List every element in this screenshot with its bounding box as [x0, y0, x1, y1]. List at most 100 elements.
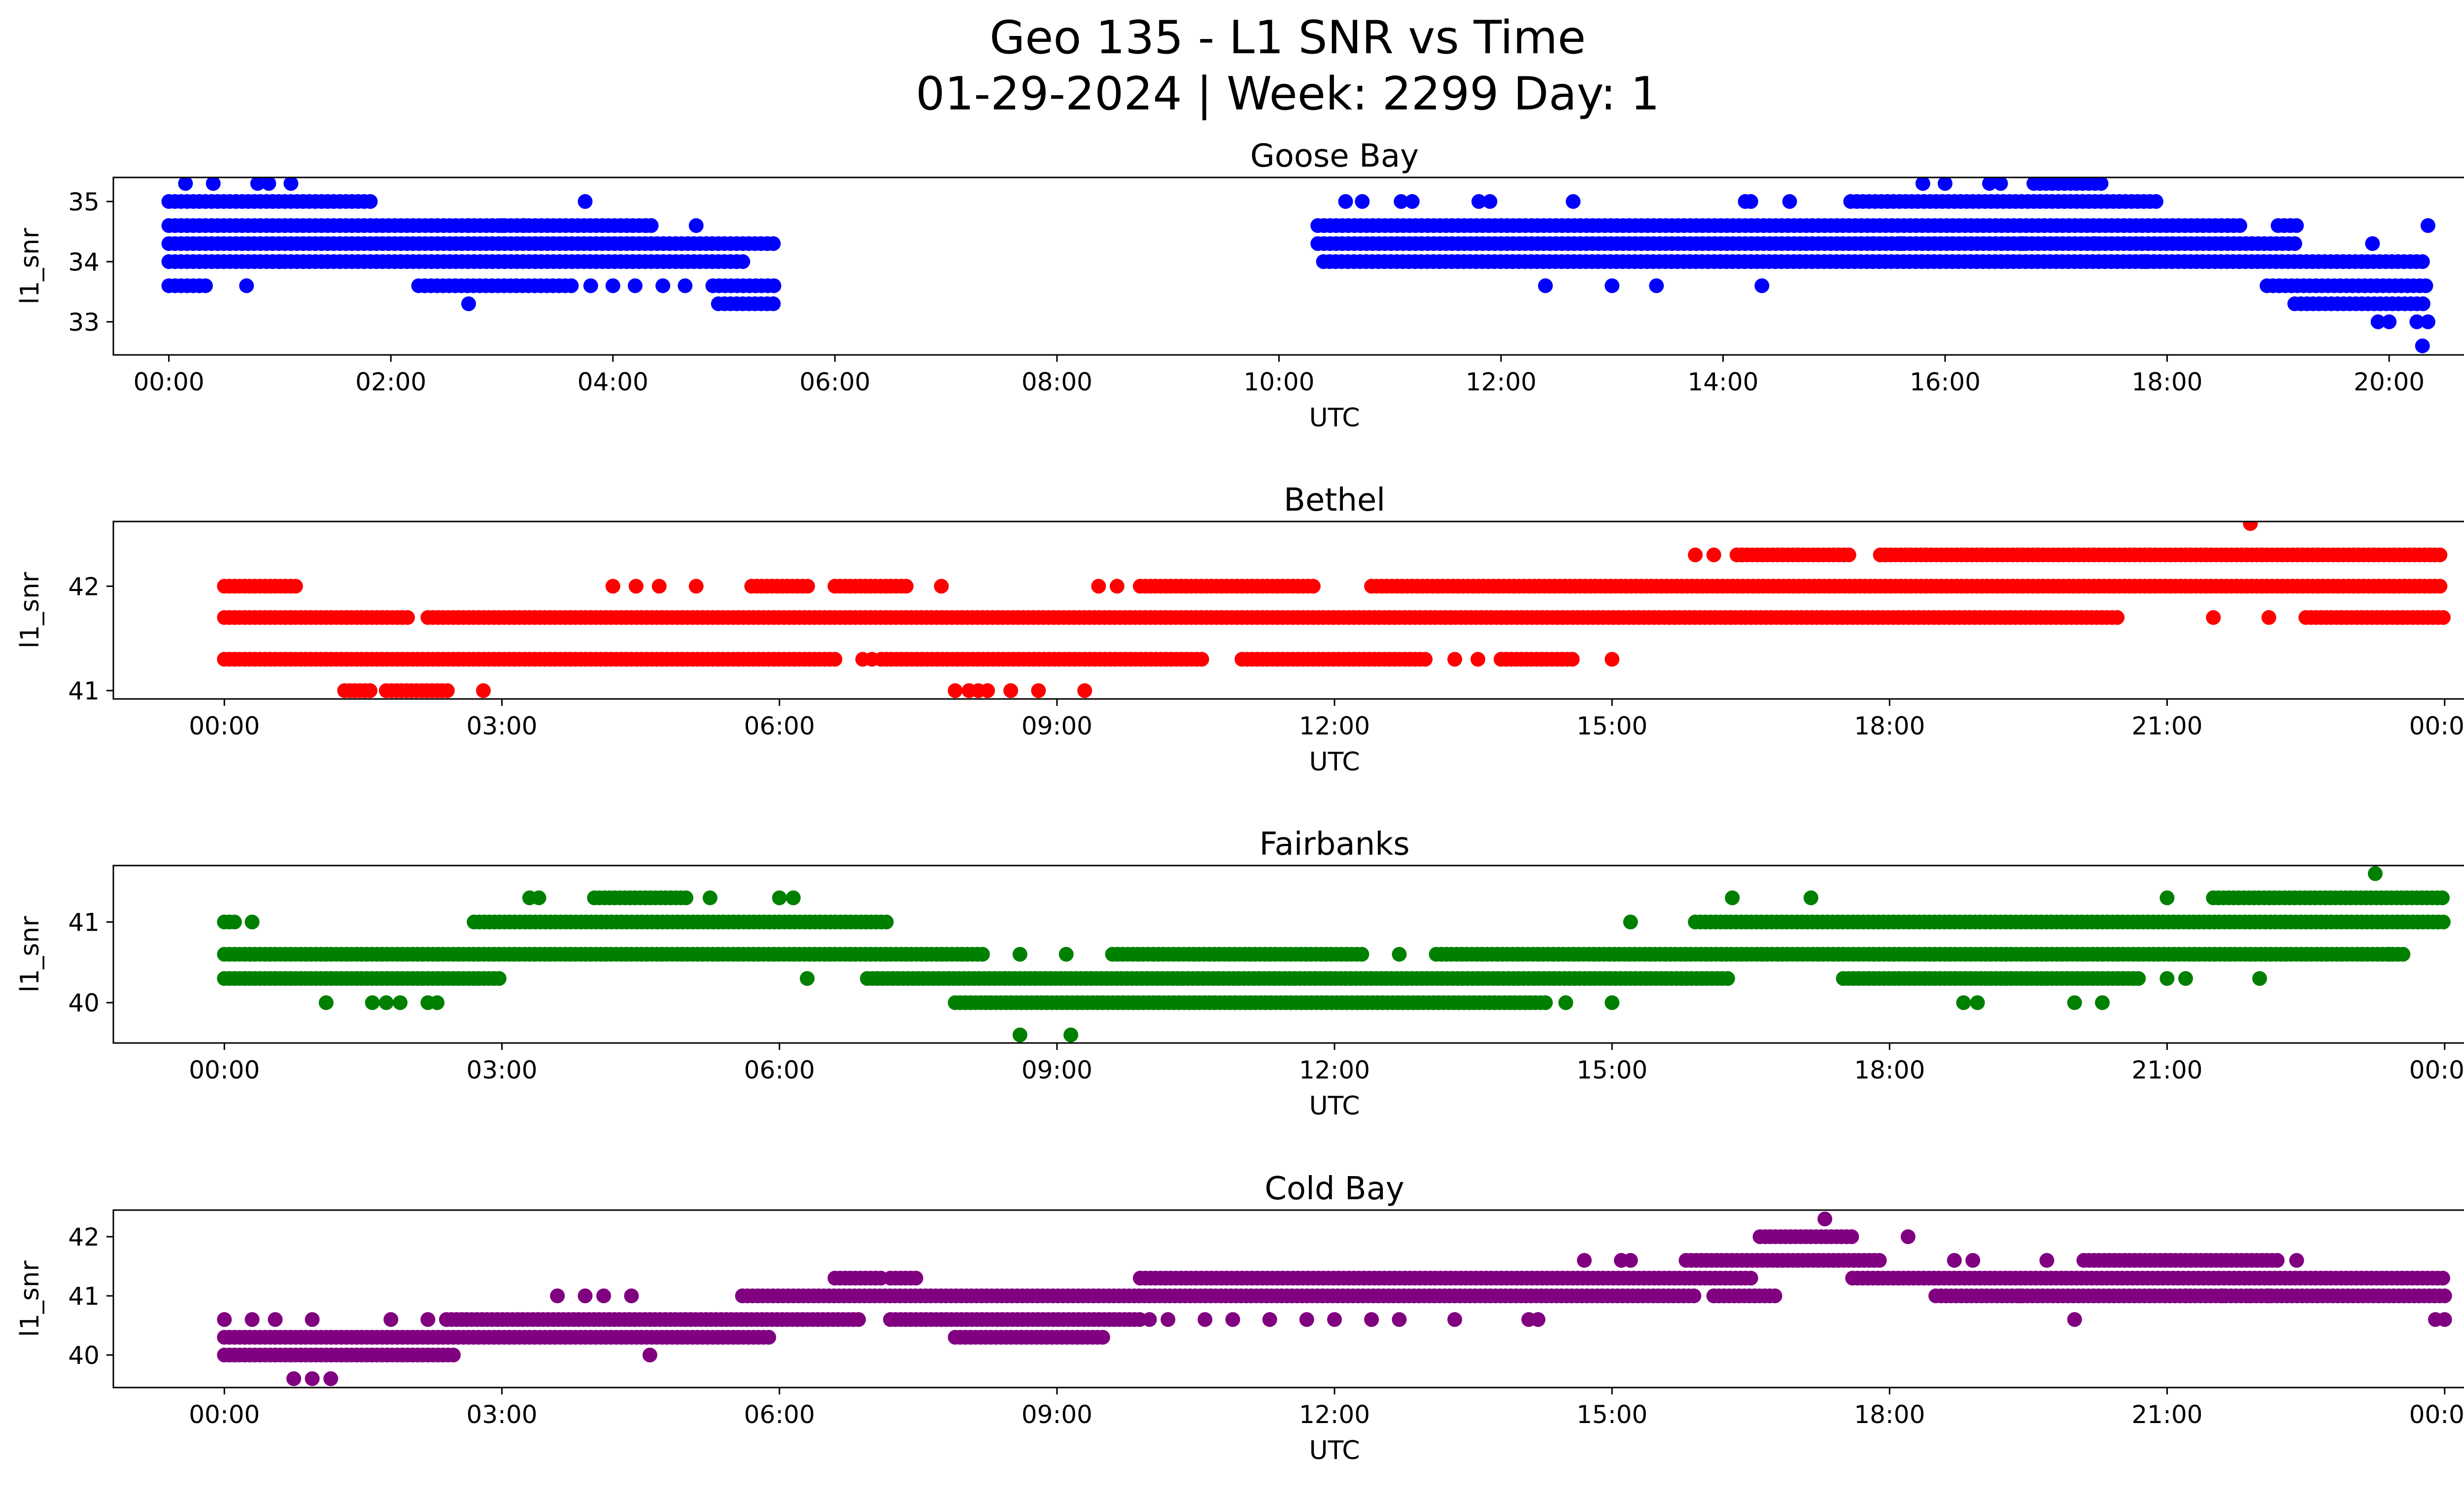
data-point	[1558, 995, 1574, 1010]
data-point	[1012, 1027, 1027, 1043]
data-point	[975, 947, 990, 962]
data-point	[1915, 177, 1930, 191]
data-point	[1605, 995, 1620, 1010]
data-point	[244, 914, 260, 930]
y-axis-label: l1_snr	[15, 572, 45, 649]
data-point	[1142, 1312, 1157, 1327]
data-point	[272, 254, 287, 269]
data-point	[2215, 1288, 2230, 1303]
data-point	[2131, 971, 2146, 986]
data-point	[1471, 652, 1485, 667]
data-point	[827, 652, 843, 667]
data-point	[642, 1348, 657, 1362]
data-point	[1803, 890, 1818, 905]
data-point	[1327, 1312, 1342, 1327]
x-tick-label: 21:00	[2131, 712, 2202, 740]
data-point	[2435, 914, 2451, 930]
data-point	[2252, 971, 2267, 986]
subplot-3: Fairbanks 00:00 03:00 06:00 09:00 12:00 15:00 1…	[15, 826, 2464, 1121]
data-point	[2178, 1288, 2193, 1303]
data-point	[476, 683, 491, 698]
data-point	[1471, 194, 1486, 209]
data-point	[1872, 1253, 1887, 1268]
data-point	[1031, 683, 1046, 698]
data-point	[1392, 1312, 1407, 1327]
data-point	[365, 995, 380, 1010]
subplot-title: Bethel	[1284, 482, 1385, 519]
data-point	[2206, 610, 2221, 625]
subplot-title: Cold Bay	[1265, 1171, 1404, 1207]
x-tick-label: 18:00	[1854, 712, 1925, 740]
data-point	[1686, 1288, 1702, 1303]
data-point	[286, 1371, 302, 1386]
data-point	[655, 278, 671, 293]
data-point	[178, 177, 193, 191]
data-point	[550, 1288, 565, 1303]
data-point	[261, 177, 276, 191]
data-point	[491, 971, 507, 986]
data-point	[678, 278, 693, 293]
y-tick-label: 41	[68, 908, 100, 937]
data-point	[1938, 177, 1952, 191]
data-point	[1531, 1312, 1545, 1327]
data-point	[772, 890, 787, 905]
data-point	[2396, 947, 2411, 962]
data-point	[283, 177, 299, 191]
data-point	[1965, 1253, 1981, 1268]
x-tick-label: 00:00	[2409, 1056, 2464, 1084]
data-point	[908, 1271, 924, 1286]
data-point	[1743, 1271, 1758, 1286]
x-tick-label: 15:00	[1576, 1056, 1647, 1084]
y-tick-label: 41	[68, 677, 100, 705]
x-tick-label: 12:00	[1299, 1056, 1370, 1084]
data-point	[1754, 278, 1770, 293]
data-point	[2110, 610, 2125, 625]
data-point	[2088, 236, 2103, 251]
data-point	[305, 1312, 320, 1327]
x-tick-label: 04:00	[578, 368, 649, 396]
data-point	[217, 1312, 232, 1327]
x-tick-label: 12:00	[1299, 1400, 1370, 1429]
data-point	[1706, 547, 1721, 562]
data-point	[735, 254, 751, 269]
data-point	[2067, 1312, 2082, 1327]
x-tick-label: 00:00	[2409, 712, 2464, 740]
x-axis-label: UTC	[1309, 1091, 1360, 1121]
subplots: Goose Bay 00:00 02:00 04:00 06:00 08:00 10:00 1…	[15, 138, 2464, 1465]
data-point	[1893, 236, 1908, 251]
data-point	[948, 683, 963, 698]
data-point	[605, 579, 620, 594]
data-point	[1900, 1229, 1916, 1244]
data-point	[1720, 971, 1735, 986]
data-point	[1649, 278, 1664, 293]
data-point	[851, 1312, 866, 1327]
data-point	[250, 177, 265, 191]
x-tick-label: 03:00	[466, 712, 537, 740]
data-point	[2435, 890, 2450, 905]
figure-title-line1: Geo 135 - L1 SNR vs Time	[990, 11, 1586, 64]
data-point	[1767, 1288, 1782, 1303]
data-point	[2095, 995, 2110, 1010]
data-point	[1482, 194, 1498, 209]
subplot-title: Fairbanks	[1259, 826, 1409, 863]
data-point	[2420, 314, 2435, 329]
data-point	[627, 278, 643, 293]
data-point	[761, 1330, 776, 1345]
x-tick-label: 21:00	[2131, 1056, 2202, 1084]
data-point	[2149, 194, 2163, 209]
data-point	[2289, 218, 2304, 233]
x-tick-label: 12:00	[1299, 712, 1370, 740]
data-point	[305, 1371, 320, 1386]
data-points	[217, 522, 2451, 698]
subplot-4: Cold Bay 00:00 03:00 06:00 09:00 12:00 15:00 18…	[15, 1171, 2464, 1465]
data-point	[800, 579, 815, 594]
x-tick-label: 21:00	[2131, 1400, 2202, 1429]
data-point	[420, 1312, 436, 1327]
data-point	[2015, 236, 2030, 251]
data-point	[934, 579, 949, 594]
x-tick-label: 14:00	[1687, 368, 1758, 396]
data-point	[1844, 1229, 1859, 1244]
data-point	[400, 610, 415, 625]
data-point	[1404, 194, 1420, 209]
